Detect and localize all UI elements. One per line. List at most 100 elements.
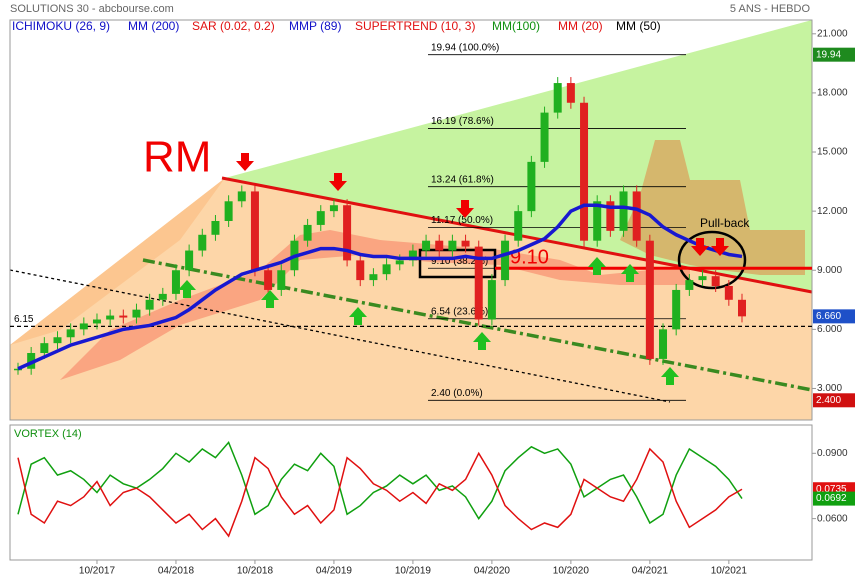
x-tick-label: 04/2018 <box>158 566 195 577</box>
buy-arrow <box>473 332 491 350</box>
vortex-line <box>17 447 743 538</box>
candle-body <box>553 83 562 113</box>
candle-body <box>501 240 510 281</box>
x-tick-label: 10/2017 <box>79 566 116 577</box>
candle-body <box>422 240 431 251</box>
chart-title: SOLUTIONS 30 - abcbourse.com <box>10 3 174 15</box>
sell-arrow <box>691 238 709 256</box>
candle-body <box>66 329 75 338</box>
dashed-level-label: 6.15 <box>14 314 34 325</box>
chart-subtitle: 5 ANS - HEBDO <box>730 3 811 15</box>
candle-body <box>474 246 483 320</box>
ichimoku-cloud <box>620 140 805 275</box>
candle-body <box>685 280 694 290</box>
sell-arrow <box>711 238 729 256</box>
fib-label: 2.40 (0.0%) <box>431 388 483 399</box>
candle-body <box>158 293 167 300</box>
high-badge: 19.94 <box>816 49 841 60</box>
buy-arrow <box>178 280 196 298</box>
high-badge-bg <box>813 47 855 62</box>
candle-body <box>79 323 88 330</box>
candle-body <box>632 191 641 241</box>
candle-body <box>527 161 536 212</box>
legend-entry: MM (20) <box>558 19 603 33</box>
price-badge: 6.660 <box>816 311 841 322</box>
vortex-plus-badge-bg <box>813 491 855 506</box>
candle-body <box>53 337 62 344</box>
candle-body <box>14 368 22 371</box>
sell-arrow <box>456 200 474 218</box>
candle-body <box>514 211 523 241</box>
legend-entry: SUPERTREND (10, 3) <box>355 19 475 33</box>
x-tick-label: 10/2019 <box>395 566 432 577</box>
candle-body <box>461 240 470 247</box>
vortex-frame <box>9 424 813 561</box>
vortex-title: VORTEX (14) <box>14 428 82 440</box>
x-tick-label: 10/2021 <box>711 566 748 577</box>
candle-body <box>198 234 207 251</box>
trend-line <box>9 269 671 403</box>
fib-label: 11.17 (50.0%) <box>431 215 493 226</box>
candle-body <box>250 191 259 271</box>
candle-body <box>580 102 589 241</box>
y-tick-label: 0.0900 <box>817 448 848 459</box>
y-tick-label: 12.000 <box>817 206 848 217</box>
x-tick-label: 10/2018 <box>237 566 274 577</box>
channel-zone <box>10 178 225 345</box>
candle-body <box>738 299 746 317</box>
fib-label: 9.10 (38.2%) <box>431 256 488 267</box>
annotation-pullback: Pull-back <box>700 216 750 230</box>
y-tick-label: 3.000 <box>817 383 842 394</box>
candle-body <box>369 274 378 281</box>
candle-body <box>211 220 220 235</box>
price-badge-bg <box>813 309 855 324</box>
candle-body <box>264 270 273 290</box>
candle-body <box>659 329 668 359</box>
channel-line <box>142 258 813 392</box>
candle-body <box>672 289 681 330</box>
candle-body <box>645 240 654 359</box>
candle-body <box>540 112 549 162</box>
buy-arrow <box>588 257 606 275</box>
y-tick-label: 15.000 <box>817 147 848 158</box>
low-badge: 2.400 <box>816 395 841 406</box>
candle-body <box>356 260 365 281</box>
low-badge-bg <box>813 393 855 408</box>
legend-entry: SAR (0.02, 0.2) <box>192 19 275 33</box>
y-tick-label: 0.0600 <box>817 513 848 524</box>
candle-body <box>343 205 352 261</box>
candle-body <box>435 240 444 251</box>
annotation-rm: RM <box>143 133 211 182</box>
candle-body <box>606 201 615 231</box>
y-tick-label: 9.000 <box>817 265 842 276</box>
candle-body <box>724 286 733 300</box>
y-tick-label: 6.000 <box>817 324 842 335</box>
candle-body <box>593 201 602 241</box>
candle-body <box>277 270 286 290</box>
y-tick-label: 18.000 <box>817 88 848 99</box>
candle-body <box>303 224 312 241</box>
legend-entry: MMP (89) <box>289 19 341 33</box>
candle-body <box>132 309 141 318</box>
candle-body <box>448 240 457 251</box>
candle-body <box>40 343 49 354</box>
bearish-zone <box>10 178 812 420</box>
candle-body <box>316 211 325 225</box>
fib-label: 13.24 (61.8%) <box>431 174 494 185</box>
ma200-line <box>17 203 743 371</box>
vortex-minus-badge: 0.0735 <box>816 484 847 495</box>
candle-body <box>711 276 720 287</box>
legend-entry: ICHIMOKU (26, 9) <box>12 19 110 33</box>
fib-label: 6.54 (23.6%) <box>431 306 488 317</box>
candle-body <box>382 264 391 275</box>
candle-body <box>171 270 180 294</box>
vortex-plus-badge: 0.0692 <box>816 493 847 504</box>
candle-body <box>106 315 115 320</box>
sell-arrow <box>236 153 254 171</box>
y-tick-label: 21.000 <box>817 28 848 39</box>
candle-body <box>395 260 404 265</box>
candle-body <box>145 299 154 310</box>
legend-entry: MM (50) <box>616 19 661 33</box>
x-tick-label: 04/2021 <box>632 566 669 577</box>
